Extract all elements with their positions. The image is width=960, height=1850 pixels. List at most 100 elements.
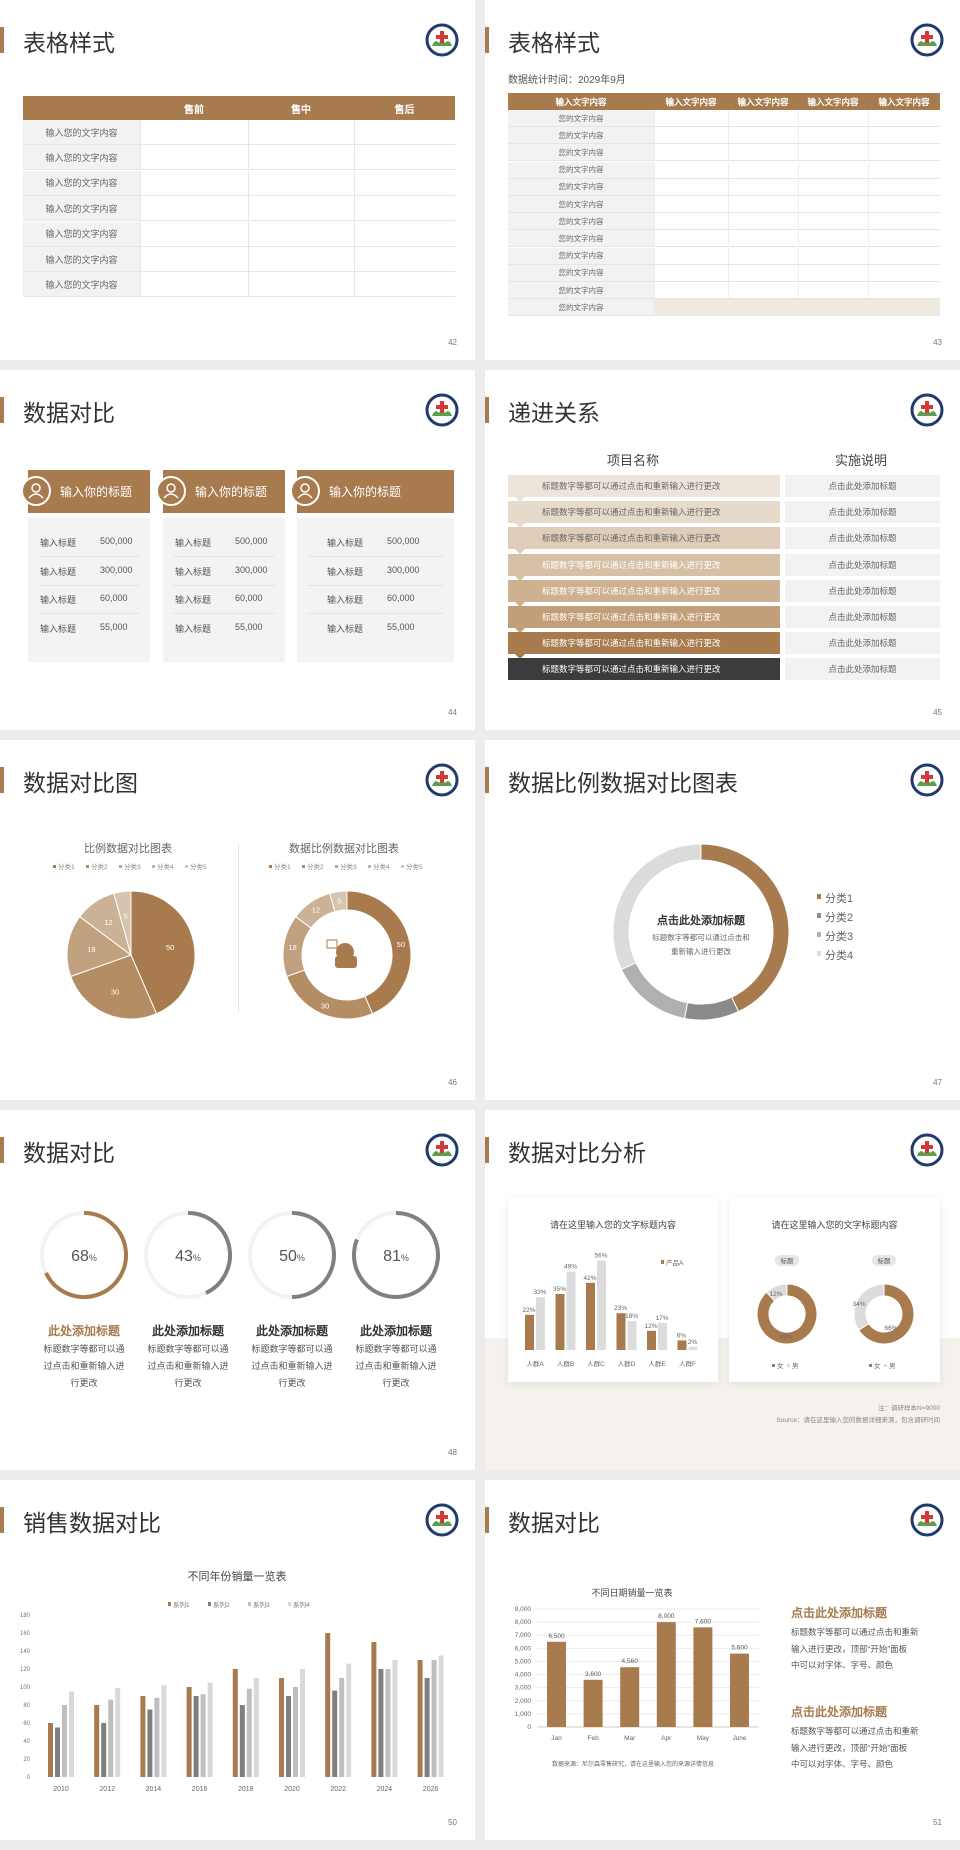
- table-cell[interactable]: [248, 196, 354, 222]
- step-item[interactable]: 标题数字等都可以通过点击和重新输入进行更改: [508, 501, 780, 524]
- table-cell[interactable]: [798, 196, 868, 213]
- table-cell[interactable]: [654, 213, 728, 231]
- slide-title: 数据对比: [23, 400, 115, 426]
- table-cell[interactable]: [868, 110, 940, 127]
- table-cell[interactable]: [798, 144, 868, 162]
- step-description[interactable]: 点击此处添加标题: [785, 579, 940, 602]
- row-label: 您的文字内容: [508, 161, 654, 179]
- table-cell[interactable]: [354, 120, 455, 145]
- table-cell[interactable]: [654, 127, 728, 145]
- table-cell[interactable]: [654, 110, 728, 127]
- table-cell[interactable]: [654, 282, 728, 299]
- step-description[interactable]: 点击此处添加标题: [785, 475, 940, 497]
- table-cell[interactable]: [140, 170, 248, 196]
- step-description[interactable]: 点击此处添加标题: [785, 632, 940, 655]
- table-cell[interactable]: [868, 196, 940, 213]
- table-cell[interactable]: [798, 264, 868, 282]
- table-cell[interactable]: [140, 272, 248, 298]
- table-cell[interactable]: [728, 161, 798, 179]
- table-cell[interactable]: [728, 230, 798, 248]
- user-icon: [156, 476, 186, 506]
- table-cell[interactable]: [140, 247, 248, 272]
- table-cell[interactable]: [728, 264, 798, 282]
- table-cell[interactable]: [868, 144, 940, 162]
- step-item[interactable]: 标题数字等都可以通过点击和重新输入进行更改: [508, 553, 780, 576]
- table-cell[interactable]: [654, 144, 728, 162]
- item-description: 过点击和重新输入进: [147, 1361, 229, 1371]
- table-cell[interactable]: [654, 264, 728, 282]
- table-cell[interactable]: [868, 264, 940, 282]
- step-item[interactable]: 标题数字等都可以通过点击和重新输入进行更改: [508, 606, 780, 628]
- table-cell[interactable]: [354, 145, 455, 171]
- step-item[interactable]: 标题数字等都可以通过点击和重新输入进行更改: [508, 579, 780, 602]
- table-cell[interactable]: [728, 144, 798, 162]
- table-cell[interactable]: [248, 272, 354, 298]
- table-cell[interactable]: [654, 247, 728, 265]
- bar: [55, 1727, 60, 1777]
- item-description: 标题数字等都可以通: [147, 1344, 229, 1354]
- table-cell[interactable]: [140, 120, 248, 145]
- page-number: 45: [933, 708, 942, 717]
- table-cell[interactable]: [248, 120, 354, 145]
- table-cell[interactable]: [654, 178, 728, 196]
- step-item[interactable]: 标题数字等都可以通过点击和重新输入进行更改: [508, 658, 780, 681]
- table-cell[interactable]: [868, 127, 940, 145]
- table-cell[interactable]: [798, 161, 868, 179]
- legend-swatch: [86, 865, 89, 868]
- slide-title: 表格样式: [508, 30, 600, 56]
- table-cell[interactable]: [728, 213, 798, 231]
- table-cell[interactable]: [140, 221, 248, 247]
- table-cell[interactable]: [654, 230, 728, 248]
- table-cell[interactable]: [728, 178, 798, 196]
- category-label: 人群B: [557, 1359, 574, 1368]
- table-cell[interactable]: [798, 247, 868, 265]
- table-cell[interactable]: [140, 196, 248, 222]
- step-description[interactable]: 点击此处添加标题: [785, 501, 940, 524]
- table-cell[interactable]: [654, 161, 728, 179]
- step-description[interactable]: 点击此处添加标题: [785, 527, 940, 550]
- table-cell[interactable]: [868, 161, 940, 179]
- table-cell[interactable]: [798, 230, 868, 248]
- table-cell[interactable]: [728, 196, 798, 213]
- table-cell[interactable]: [798, 213, 868, 231]
- title-accent-bar: [485, 767, 489, 793]
- step-description[interactable]: 点击此处添加标题: [785, 606, 940, 628]
- table-cell[interactable]: [728, 110, 798, 127]
- step-description[interactable]: 点击此处添加标题: [785, 553, 940, 576]
- table-cell[interactable]: [868, 213, 940, 231]
- table-cell[interactable]: [248, 170, 354, 196]
- table-cell[interactable]: [354, 196, 455, 222]
- table-cell[interactable]: [354, 272, 455, 298]
- icon-glyph: [166, 483, 176, 493]
- table-cell[interactable]: [798, 282, 868, 299]
- table-cell[interactable]: [868, 247, 940, 265]
- step-item[interactable]: 标题数字等都可以通过点击和重新输入进行更改: [508, 527, 780, 550]
- table-cell[interactable]: [654, 196, 728, 213]
- bar-label: 18%: [625, 1313, 638, 1320]
- table-cell[interactable]: [798, 110, 868, 127]
- legend-label: 产品A: [666, 1258, 684, 1267]
- table-cell[interactable]: [868, 178, 940, 196]
- table-cell[interactable]: [798, 127, 868, 145]
- table-cell[interactable]: [354, 247, 455, 272]
- step-item[interactable]: 标题数字等都可以通过点击和重新输入进行更改: [508, 475, 780, 497]
- table-cell[interactable]: [354, 170, 455, 196]
- summary-cell[interactable]: [654, 299, 940, 317]
- slice-label: 5: [337, 897, 341, 906]
- bar: [161, 1685, 167, 1777]
- table-cell[interactable]: [728, 127, 798, 145]
- table-cell[interactable]: [728, 247, 798, 265]
- table-cell[interactable]: [248, 221, 354, 247]
- table-cell[interactable]: [728, 282, 798, 299]
- step-description[interactable]: 点击此处添加标题: [785, 658, 940, 681]
- table-cell[interactable]: [798, 178, 868, 196]
- step-item[interactable]: 标题数字等都可以通过点击和重新输入进行更改: [508, 632, 780, 655]
- table-cell[interactable]: [868, 282, 940, 299]
- table-cell[interactable]: [868, 230, 940, 248]
- ring-progress: [352, 1211, 440, 1299]
- table-cell[interactable]: [140, 145, 248, 171]
- table-cell[interactable]: [354, 221, 455, 247]
- table-cell[interactable]: [248, 247, 354, 272]
- table-cell[interactable]: [248, 145, 354, 171]
- legend-swatch: [817, 913, 821, 918]
